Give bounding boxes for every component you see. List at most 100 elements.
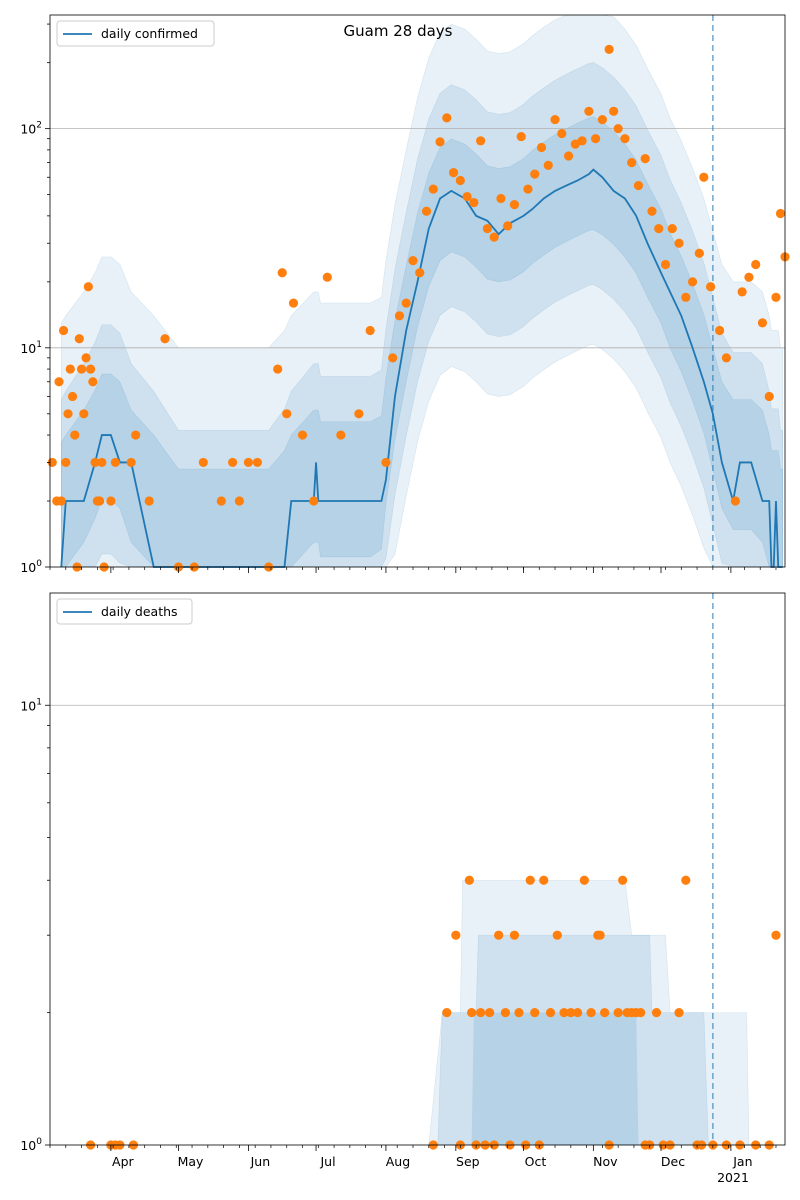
confirmed-panel: 100 101 102 Guam 28 days daily confirmed — [20, 14, 790, 575]
data-point — [681, 875, 691, 885]
y-tick-label: 100 — [20, 1137, 42, 1153]
data-point — [699, 172, 709, 182]
data-point — [476, 136, 486, 146]
data-point — [530, 169, 540, 179]
data-point — [566, 1008, 576, 1018]
data-point — [243, 457, 254, 468]
data-point — [577, 136, 587, 146]
data-point — [591, 134, 601, 144]
data-point — [464, 875, 474, 885]
data-point — [83, 282, 93, 292]
data-point — [451, 930, 461, 940]
data-point — [76, 364, 87, 374]
data-point — [401, 298, 411, 308]
data-point — [160, 334, 170, 344]
data-point — [584, 106, 594, 116]
data-point — [514, 1008, 524, 1018]
data-point — [489, 232, 499, 242]
data-point — [609, 106, 619, 116]
data-point — [667, 223, 677, 234]
deaths-panel: 101 100 daily deaths — [20, 592, 786, 1153]
data-point — [757, 318, 768, 328]
data-point — [543, 160, 553, 170]
data-point — [500, 1008, 511, 1018]
data-point — [56, 496, 66, 506]
month-label: Jul — [319, 1154, 335, 1169]
data-point — [297, 430, 308, 440]
data-point — [442, 113, 452, 123]
data-point — [144, 496, 154, 506]
data-point — [354, 409, 364, 419]
data-point — [421, 206, 432, 216]
y-tick-label: 102 — [20, 121, 42, 137]
month-label: Jan — [732, 1154, 752, 1169]
month-label: Jun — [250, 1154, 271, 1169]
data-point — [530, 1008, 540, 1018]
data-point — [288, 298, 299, 308]
data-point — [106, 496, 116, 506]
data-point — [67, 391, 78, 402]
data-point — [54, 377, 64, 387]
y-axis: 101 100 — [20, 697, 50, 1153]
data-point — [428, 184, 438, 194]
data-point — [277, 268, 287, 278]
data-point — [408, 256, 418, 266]
data-point — [95, 496, 105, 506]
month-label: Aug — [386, 1154, 410, 1169]
axes-frame — [49, 14, 786, 568]
y-tick-label: 101 — [20, 340, 42, 356]
data-point — [751, 259, 761, 270]
data-point — [381, 457, 391, 468]
data-point — [85, 364, 96, 374]
data-point — [448, 168, 459, 178]
year-label: 2021 — [717, 1170, 749, 1185]
uncertainty-band — [471, 1012, 639, 1145]
data-point — [126, 457, 136, 468]
data-point — [627, 157, 637, 168]
data-point — [651, 1008, 662, 1018]
data-point — [442, 1008, 452, 1018]
x-axis — [49, 567, 777, 573]
data-point — [744, 272, 754, 282]
data-point — [545, 1008, 556, 1018]
data-point — [90, 457, 100, 468]
data-point — [550, 114, 560, 125]
data-point — [273, 364, 283, 374]
data-point — [322, 272, 332, 282]
data-point — [775, 208, 786, 219]
data-point — [764, 391, 774, 402]
data-point — [694, 248, 704, 258]
axes-frame — [49, 592, 786, 1146]
legend-box — [56, 20, 215, 47]
data-point — [61, 457, 71, 468]
data-point — [636, 1008, 646, 1018]
data-point — [476, 1008, 486, 1018]
data-point — [228, 457, 238, 468]
data-point — [572, 1008, 583, 1018]
data-point — [455, 175, 465, 186]
month-label: Nov — [593, 1154, 618, 1169]
uncertainty-band — [437, 934, 709, 1146]
data-point — [509, 200, 520, 210]
data-point — [618, 875, 628, 885]
x-axis — [49, 1145, 777, 1151]
data-point — [88, 377, 98, 387]
data-point — [65, 364, 75, 374]
month-labels: Apr May Jun Jul Aug Sep Oct Nov Dec Jan — [112, 1154, 752, 1169]
data-point — [503, 221, 513, 231]
data-point — [640, 154, 650, 164]
y-tick-label: 100 — [20, 559, 42, 575]
data-point — [97, 457, 107, 468]
month-label: May — [178, 1154, 204, 1169]
month-label: Oct — [525, 1154, 547, 1169]
data-point — [604, 44, 614, 54]
data-point — [79, 409, 89, 419]
data-point — [654, 223, 664, 234]
data-point — [660, 259, 671, 270]
data-point — [647, 206, 657, 216]
data-point — [282, 409, 292, 419]
data-point — [613, 1008, 623, 1018]
data-point — [70, 430, 80, 440]
data-point — [586, 1008, 596, 1018]
